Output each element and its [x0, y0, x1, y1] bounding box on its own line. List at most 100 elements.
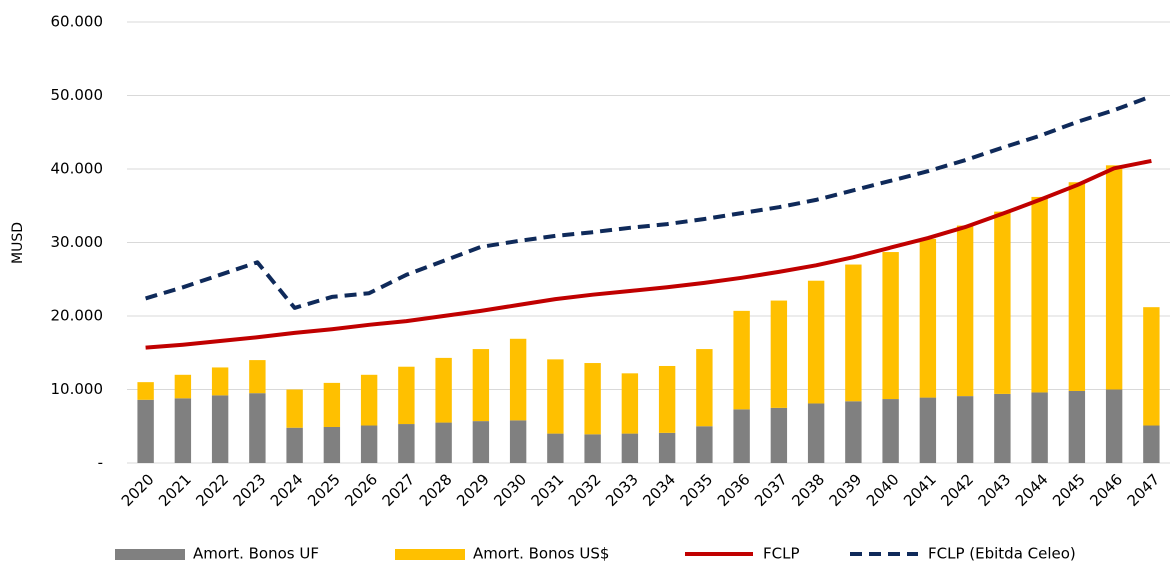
bar [770, 407, 788, 463]
x-tick-label: 2045 [1049, 470, 1089, 510]
x-tick-label: 2023 [230, 470, 270, 510]
y-tick-label: 30.000 [51, 233, 104, 251]
bar [882, 252, 899, 400]
x-tick-label: 2026 [341, 470, 381, 510]
bar [1105, 165, 1123, 390]
bar [807, 403, 825, 463]
x-tick-label: 2042 [937, 470, 977, 510]
bar [994, 393, 1011, 463]
bar [658, 432, 676, 463]
bar [547, 433, 564, 463]
bar [919, 238, 937, 398]
bar [845, 264, 862, 402]
x-tick-label: 2029 [453, 470, 493, 510]
bar [137, 399, 154, 463]
bar [211, 395, 229, 463]
legend-label: FCLP (Ebitda Celeo) [928, 545, 1076, 563]
bar [658, 365, 676, 433]
x-tick-label: 2046 [1086, 470, 1126, 510]
y-tick-label: 60.000 [51, 13, 104, 31]
line [145, 94, 1153, 310]
y-tick-label: 20.000 [51, 307, 104, 325]
x-tick-label: 2040 [863, 470, 903, 510]
bar [584, 363, 601, 435]
bar [1031, 196, 1048, 393]
bar [1143, 307, 1160, 426]
x-tick-label: 2031 [528, 470, 568, 510]
bar [994, 211, 1011, 394]
bar [137, 382, 154, 400]
bar [621, 433, 639, 463]
y-axis-label: MUSD [10, 222, 26, 264]
x-tick-label: 2024 [267, 470, 307, 510]
bar [174, 398, 192, 463]
x-tick-label: 2035 [677, 470, 717, 510]
x-tick-label: 2033 [602, 470, 642, 510]
bar [398, 366, 415, 425]
y-tick-label: 50.000 [51, 86, 104, 104]
bar [360, 425, 378, 463]
x-tick-label: 2027 [379, 470, 419, 510]
x-tick-label: 2044 [1012, 470, 1052, 510]
legend-swatch [395, 549, 465, 560]
x-tick-label: 2022 [192, 470, 232, 510]
bar [807, 280, 825, 404]
x-tick-label: 2047 [1124, 470, 1164, 510]
bar [509, 338, 527, 421]
y-tick-label: - [98, 454, 103, 472]
bar [733, 409, 750, 463]
bar [1031, 392, 1048, 463]
bar [472, 349, 490, 422]
bar [323, 426, 341, 463]
x-tick-label: 2034 [639, 470, 679, 510]
bar [919, 397, 937, 463]
bar [696, 426, 713, 463]
bar [1105, 389, 1123, 463]
legend-label: FCLP [763, 545, 800, 563]
x-tick-label: 2030 [490, 470, 530, 510]
x-tick-label: 2043 [975, 470, 1015, 510]
x-tick-label: 2021 [155, 470, 195, 510]
bar [435, 422, 452, 463]
bar [211, 367, 229, 396]
x-tick-label: 2038 [788, 470, 828, 510]
bar [733, 310, 750, 410]
bar [845, 401, 862, 463]
x-tick-label: 2028 [416, 470, 456, 510]
legend-swatch [115, 549, 185, 560]
x-tick-label: 2025 [304, 470, 344, 510]
x-tick-label: 2032 [565, 470, 605, 510]
bar [696, 349, 713, 427]
bar [956, 225, 974, 397]
bar [286, 427, 303, 463]
bar [621, 373, 639, 434]
x-tick-label: 2020 [118, 470, 158, 510]
bar [1068, 182, 1086, 391]
bar [1143, 425, 1160, 463]
y-tick-label: 10.000 [51, 380, 104, 398]
bar [323, 382, 341, 427]
y-tick-label: 40.000 [51, 160, 104, 178]
bar [435, 357, 452, 423]
x-tick-label: 2041 [900, 470, 940, 510]
bar [547, 359, 564, 434]
bar [249, 360, 266, 394]
bar [882, 399, 899, 463]
x-tick-label: 2036 [714, 470, 754, 510]
x-tick-label: 2039 [826, 470, 866, 510]
line [145, 158, 1152, 350]
bar [174, 374, 192, 399]
legend-label: Amort. Bonos UF [193, 545, 319, 563]
bar [584, 434, 601, 463]
bar [286, 389, 303, 428]
bar [509, 420, 527, 463]
bar [360, 374, 378, 426]
bar [770, 300, 788, 408]
bar [398, 424, 415, 463]
bar [472, 421, 490, 463]
bar [956, 396, 974, 463]
x-tick-label: 2037 [751, 470, 791, 510]
bar [249, 393, 266, 463]
